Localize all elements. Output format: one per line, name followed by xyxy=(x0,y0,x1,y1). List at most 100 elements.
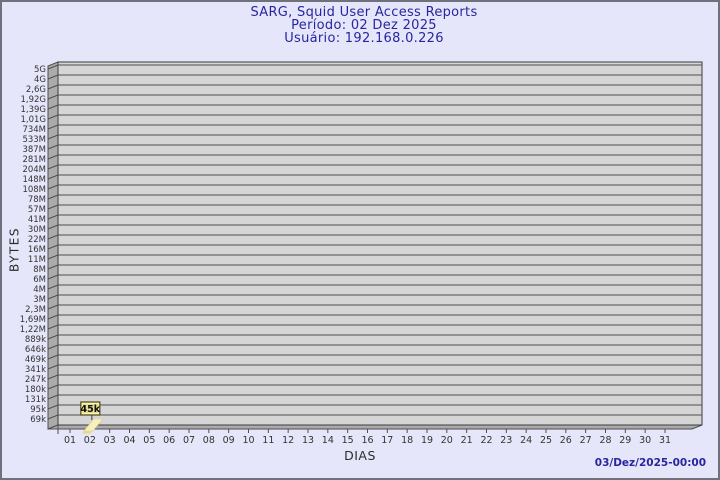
x-tick-label: 06 xyxy=(163,435,175,446)
y-tick-label: 11M xyxy=(28,255,46,265)
y-tick-label: 2,3M xyxy=(25,305,46,315)
y-tick-label: 646k xyxy=(25,345,46,355)
y-tick xyxy=(47,184,59,190)
x-tick-label: 13 xyxy=(302,435,314,446)
y-tick-label: 387M xyxy=(22,145,46,155)
y-tick xyxy=(47,364,59,370)
x-tick-label: 09 xyxy=(223,435,235,446)
y-tick xyxy=(47,264,59,270)
x-tick-label: 21 xyxy=(461,435,473,446)
x-tick-label: 30 xyxy=(639,435,651,446)
x-tick-label: 18 xyxy=(401,435,413,446)
bar-value-box-highlight xyxy=(81,402,99,415)
y-tick-label: 180k xyxy=(25,385,46,395)
y-tick xyxy=(47,244,59,250)
y-tick-label: 1,92G xyxy=(20,95,46,105)
report-timestamp: 03/Dez/2025-00:00 xyxy=(594,457,706,469)
y-tick xyxy=(47,114,59,120)
x-tick-label: 31 xyxy=(659,435,671,446)
chart-period-subtitle: Período: 02 Dez 2025 xyxy=(291,18,437,33)
y-tick xyxy=(47,64,59,70)
x-tick-label: 24 xyxy=(520,435,532,446)
y-tick xyxy=(47,144,59,150)
y-tick xyxy=(47,414,59,420)
x-tick-label: 03 xyxy=(104,435,116,446)
y-tick xyxy=(47,124,59,130)
y-tick xyxy=(47,224,59,230)
y-tick-label: 4G xyxy=(34,75,46,85)
x-tick-label: 25 xyxy=(540,435,552,446)
y-tick xyxy=(47,394,59,400)
x-tick-label: 04 xyxy=(123,435,135,446)
x-tick-label: 20 xyxy=(441,435,453,446)
y-tick xyxy=(47,314,59,320)
x-tick-label: 12 xyxy=(282,435,294,446)
y-tick-label: 1,39G xyxy=(20,105,46,115)
x-tick-label: 15 xyxy=(342,435,354,446)
x-tick-label: 27 xyxy=(580,435,592,446)
bar-value-box xyxy=(80,401,101,416)
y-tick xyxy=(47,334,59,340)
y-tick-label: 1,22M xyxy=(20,325,46,335)
x-tick-label: 26 xyxy=(560,435,572,446)
y-tick-label: 533M xyxy=(22,135,46,145)
x-tick-label: 23 xyxy=(500,435,512,446)
y-tick xyxy=(47,374,59,380)
y-tick xyxy=(47,84,59,90)
y-tick-label: 6M xyxy=(33,275,46,285)
y-tick xyxy=(47,174,59,180)
x-tick-label: 17 xyxy=(381,435,393,446)
x-tick-label: 28 xyxy=(599,435,611,446)
y-tick xyxy=(47,204,59,210)
y-tick xyxy=(47,344,59,350)
y-tick-label: 3M xyxy=(33,295,46,305)
y-tick-label: 734M xyxy=(22,125,46,135)
y-axis-title: BYTES xyxy=(7,227,22,272)
y-tick xyxy=(47,134,59,140)
plot-area xyxy=(57,61,703,426)
y-tick-label: 30M xyxy=(28,225,46,235)
y-tick-label: 5G xyxy=(34,65,46,75)
y-tick-label: 469k xyxy=(25,355,46,365)
y-tick xyxy=(47,274,59,280)
y-tick xyxy=(47,384,59,390)
y-tick-label: 148M xyxy=(22,175,46,185)
y-tick xyxy=(47,254,59,260)
x-tick-label: 01 xyxy=(64,435,76,446)
y-tick-label: 108M xyxy=(22,185,46,195)
y-tick xyxy=(47,194,59,200)
x-tick-label: 16 xyxy=(361,435,373,446)
y-tick-label: 16M xyxy=(28,245,46,255)
x-tick-label: 02 xyxy=(84,435,96,446)
y-tick-label: 22M xyxy=(28,235,46,245)
bar-value-label: 45k xyxy=(81,404,101,415)
y-tick-label: 2,6G xyxy=(26,85,46,95)
y-tick-label: 247k xyxy=(25,375,46,385)
x-tick-label: 22 xyxy=(480,435,492,446)
y-tick-label: 1,01G xyxy=(20,115,46,125)
y-tick-label: 889k xyxy=(25,335,46,345)
y-tick-label: 69k xyxy=(30,415,46,425)
x-tick-label: 19 xyxy=(421,435,433,446)
y-tick-label: 57M xyxy=(28,205,46,215)
y-tick xyxy=(47,234,59,240)
y-tick xyxy=(47,304,59,310)
x-tick-label: 07 xyxy=(183,435,195,446)
y-tick xyxy=(47,354,59,360)
y-tick xyxy=(47,214,59,220)
y-tick-label: 95k xyxy=(30,405,46,415)
x-axis-title: DIAS xyxy=(344,448,376,463)
y-tick-label: 341k xyxy=(25,365,46,375)
y-tick xyxy=(47,164,59,170)
y-tick xyxy=(47,404,59,410)
x-tick-label: 05 xyxy=(143,435,155,446)
bottom-face-3d xyxy=(47,424,703,430)
x-tick-label: 29 xyxy=(619,435,631,446)
y-tick-label: 131k xyxy=(25,395,46,405)
bar-base xyxy=(81,431,93,434)
y-tick xyxy=(47,154,59,160)
y-tick-label: 8M xyxy=(33,265,46,275)
y-tick xyxy=(47,284,59,290)
